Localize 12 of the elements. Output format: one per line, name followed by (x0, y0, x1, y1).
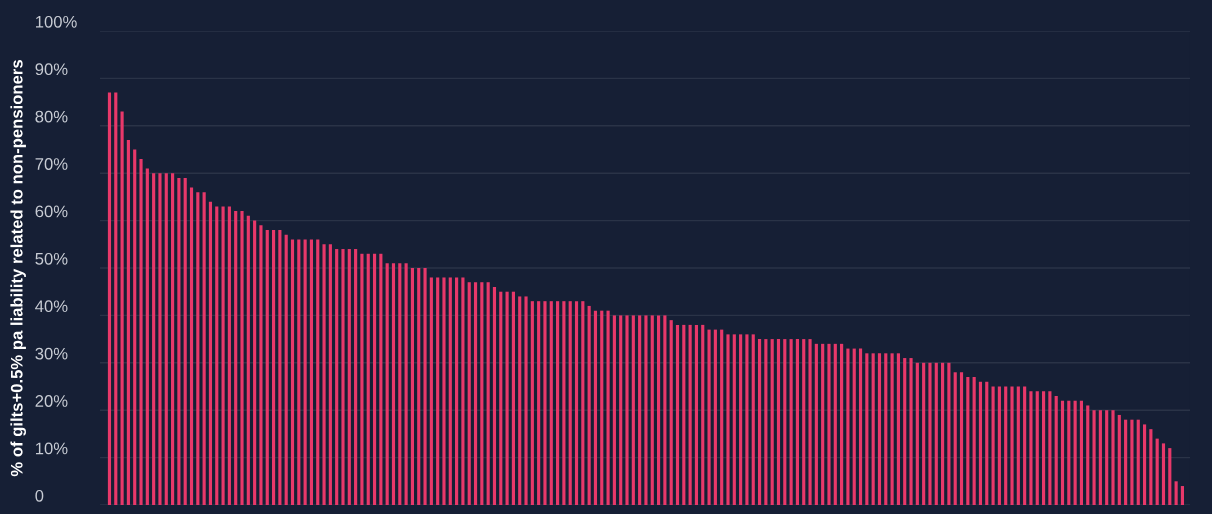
y-tick-label: 80% (35, 110, 68, 123)
y-tick-label: 50% (35, 252, 68, 265)
y-tick-label: 40% (35, 300, 68, 313)
y-tick-label: 30% (35, 347, 68, 360)
y-tick-label: 90% (35, 63, 68, 76)
y-tick-label: 20% (35, 395, 68, 407)
y-axis-title: % of gilts+0.5% pa liability related to non-pensioners (10, 60, 26, 477)
y-tick-label: 0 (35, 489, 44, 502)
y-tick-label: 70% (35, 158, 68, 170)
y-tick-label: 60% (35, 205, 68, 218)
y-tick-label: 100% (35, 15, 77, 28)
y-tick-label: 10% (35, 442, 68, 455)
